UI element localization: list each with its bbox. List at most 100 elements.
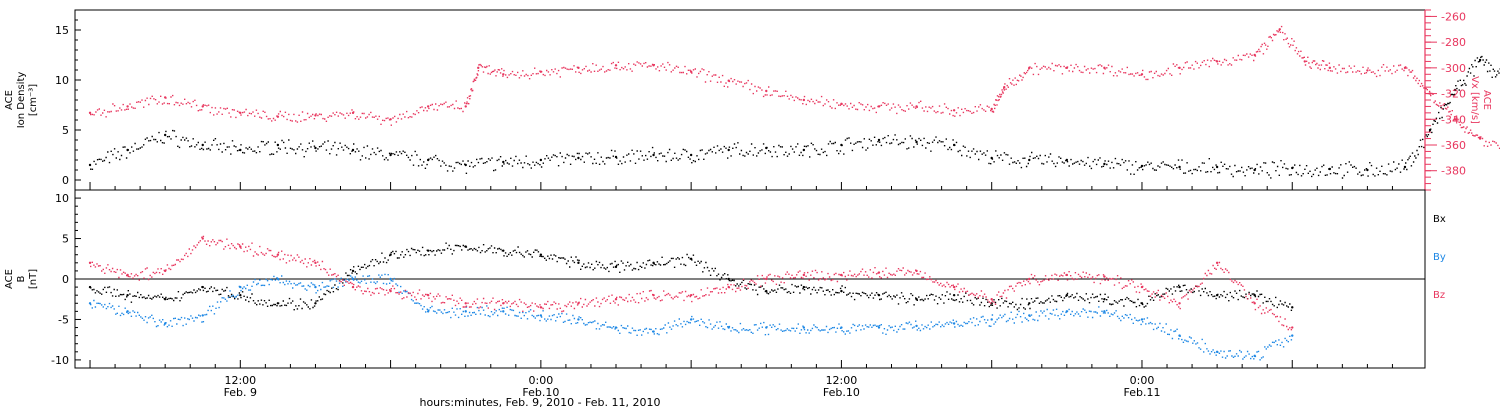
data-point [539,70,543,73]
data-point [502,302,505,305]
x-tick-label-date: Feb.11 [1123,386,1160,399]
data-point [163,133,167,137]
data-point [126,273,129,277]
data-point [840,273,843,277]
data-point [163,269,167,273]
data-point [88,285,92,289]
data-point [539,314,543,317]
data-point [1366,168,1369,172]
legend-item-bx: Bx [1433,214,1446,225]
data-point [1215,261,1219,265]
data-point [276,302,280,305]
data-point [689,318,693,321]
legend: Bx By Bz [1433,214,1446,301]
data-point [1253,354,1256,358]
y-tick-label: 10 [55,192,69,205]
y-tick-label: 10 [55,74,69,87]
y-tick-label: -10 [51,354,69,367]
data-point [1065,158,1069,162]
data-point [88,261,92,265]
data-point [314,302,317,305]
data-point [727,326,730,329]
data-point [389,118,392,121]
data-point [1291,334,1294,337]
data-point [765,89,768,93]
y-label-line: Ion Density [16,72,27,129]
series-points [90,25,1500,149]
data-point [1028,302,1031,305]
data-point [539,306,543,309]
data-point [990,156,993,160]
data-point [539,253,543,256]
data-point [464,105,467,108]
data-point [1253,53,1256,57]
data-point [765,277,768,281]
data-point [1253,293,1256,297]
data-point [163,298,167,301]
bottom-panel-marks [88,235,1294,361]
bottom-left-axis: -10 -5 0 5 10 [51,192,81,367]
series-by [88,273,1294,361]
data-point [1065,66,1069,70]
data-point [877,293,881,297]
y-label-line: [nT] [28,269,39,289]
data-point [276,143,280,147]
data-point [1028,66,1031,70]
data-point [239,285,242,289]
data-point [802,273,806,277]
data-point [1178,66,1181,70]
data-point [201,237,204,240]
data-point [276,115,280,118]
data-point [1478,137,1482,140]
data-point [1291,326,1294,329]
data-point [1453,88,1457,92]
y-label-line: B [16,275,27,282]
data-point [915,298,918,301]
data-point [1103,275,1106,278]
data-point [276,277,280,281]
right-tick-label: -320 [1441,88,1466,101]
data-point [1003,85,1006,89]
top-left-axis-label: ACE Ion Density [cm⁻³] [4,72,39,129]
y-label-line: ACE [4,90,15,110]
x-tick-label-time: 12:00 [224,374,256,387]
data-point [502,310,505,313]
data-point [840,289,843,293]
data-point [464,302,467,305]
y-label-line: ACE [4,269,15,289]
data-point [802,148,806,152]
x-tick-label-date: Feb.10 [522,386,559,399]
data-point [1215,165,1219,169]
right-tick-label: -260 [1441,10,1466,23]
data-point [1103,298,1106,301]
y-tick-label: 0 [62,273,69,286]
data-point [1403,66,1407,70]
data-point [915,105,918,108]
data-point [802,326,806,329]
top-right-axis: -260 -280 -300 -320 -340 -360 -380 [1424,9,1466,191]
data-point [1140,285,1144,289]
y-tick-label: 0 [62,174,69,187]
top-left-axis: 0 5 10 15 [55,19,81,187]
data-point [1178,302,1181,305]
data-point [351,269,355,273]
data-point [952,109,956,112]
data-point [314,261,317,265]
data-point [1215,293,1219,297]
data-point [952,285,956,289]
data-point [239,111,242,115]
data-point [689,70,693,73]
data-point [802,98,806,102]
data-point [577,302,580,305]
data-point [1215,60,1219,63]
data-point [877,271,881,274]
data-point [426,293,430,297]
data-point [1178,285,1181,289]
data-point [1453,118,1457,121]
data-point [502,73,505,76]
bottom-left-axis-label: ACE B [nT] [4,269,39,289]
data-point [840,143,843,147]
data-point [990,298,993,301]
data-point [990,107,993,111]
